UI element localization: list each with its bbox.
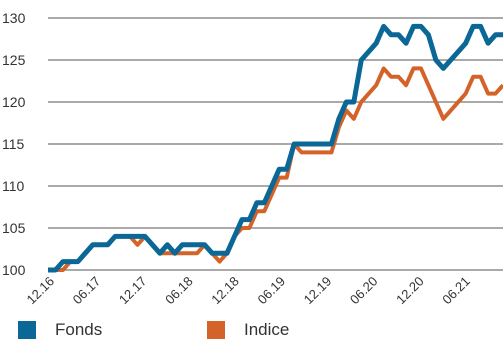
series-line-indice: [48, 66, 503, 272]
series-lines: [48, 23, 503, 273]
x-tick-label: 06.17: [70, 274, 104, 308]
y-tick-label: 115: [2, 136, 25, 152]
legend-swatch-fonds: [18, 321, 36, 339]
y-tick-label: 105: [2, 220, 26, 236]
y-tick-label: 120: [2, 94, 26, 110]
x-tick-label: 06.19: [255, 274, 289, 308]
x-tick-label: 12.16: [24, 274, 58, 308]
x-tick-label: 06.21: [439, 274, 473, 308]
x-tick-label: 06.18: [162, 274, 196, 308]
y-axis-ticks: 100 105 110 115 120 125 130: [2, 10, 26, 278]
x-tick-label: 12.18: [208, 274, 242, 308]
legend-label-fonds: Fonds: [55, 320, 103, 339]
series-line-fonds: [48, 23, 503, 273]
y-tick-label: 130: [2, 10, 26, 26]
legend-item-indice: Indice: [207, 320, 289, 340]
x-axis-ticks: 12.16 06.17 12.17 06.18 12.18 06.19 12.19 06.20…: [24, 274, 473, 308]
x-tick-label: 06.20: [347, 274, 381, 308]
y-tick-label: 125: [2, 52, 26, 68]
y-tick-label: 110: [2, 178, 25, 194]
legend-label-indice: Indice: [244, 320, 290, 339]
legend-item-fonds: Fonds: [18, 320, 102, 340]
x-tick-label: 12.17: [116, 274, 150, 308]
legend-swatch-indice: [207, 321, 225, 339]
x-tick-label: 12.19: [301, 274, 335, 308]
x-tick-label: 12.20: [393, 274, 427, 308]
y-tick-label: 100: [2, 262, 26, 278]
